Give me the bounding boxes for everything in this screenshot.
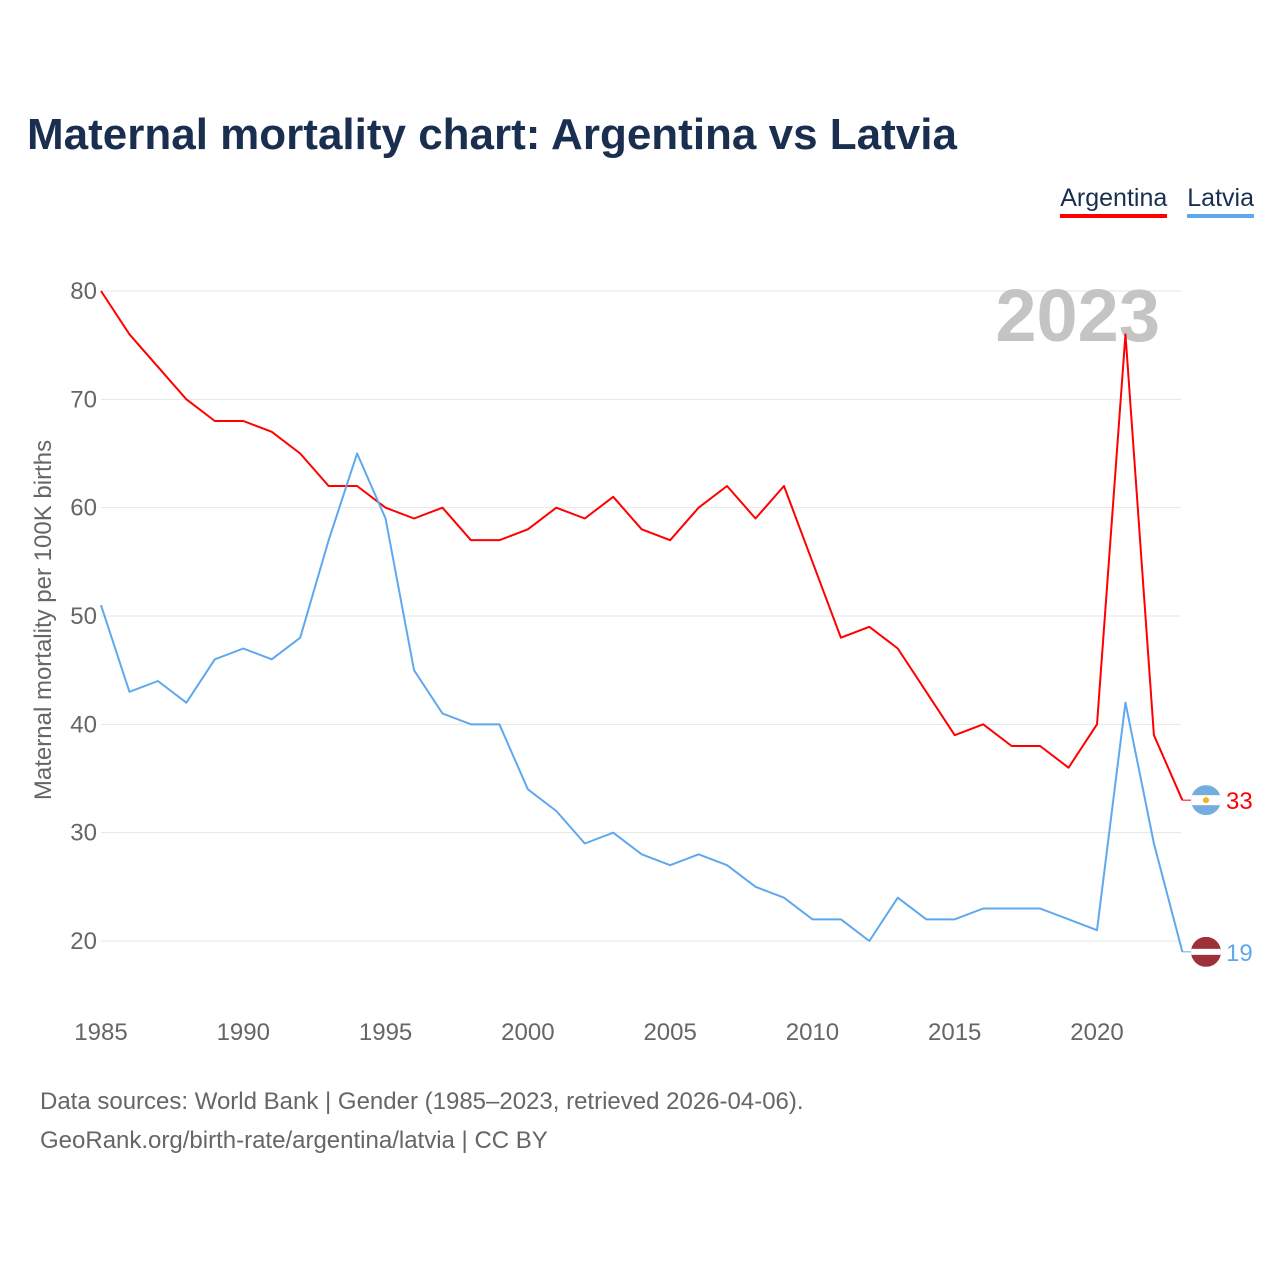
- end-value-label: 33: [1226, 788, 1253, 815]
- y-tick-label: 40: [70, 711, 97, 738]
- footer-sources: Data sources: World Bank | Gender (1985–…: [40, 1088, 804, 1115]
- y-axis-label: Maternal mortality per 100K births: [30, 440, 57, 800]
- x-tick-label: 1985: [74, 1019, 127, 1046]
- y-tick-label: 20: [70, 928, 97, 955]
- x-tick-label: 2020: [1070, 1019, 1123, 1046]
- argentina-flag-icon: [1191, 785, 1221, 816]
- y-tick-label: 30: [70, 820, 97, 847]
- legend-argentina[interactable]: Argentina: [1060, 184, 1168, 218]
- x-tick-label: 1990: [217, 1019, 270, 1046]
- end-value-label: 19: [1226, 940, 1253, 967]
- x-tick-label: 2015: [928, 1019, 981, 1046]
- legend-latvia[interactable]: Latvia: [1187, 184, 1254, 218]
- footer-url[interactable]: GeoRank.org/birth-rate/argentina/latvia …: [40, 1127, 548, 1154]
- x-tick-label: 1995: [359, 1019, 412, 1046]
- y-tick-label: 60: [70, 495, 97, 522]
- series-line-latvia[interactable]: [100, 452, 1184, 953]
- y-tick-label: 80: [70, 278, 97, 305]
- y-tick-label: 70: [70, 386, 97, 413]
- x-tick-label: 2005: [643, 1019, 696, 1046]
- x-tick-label: 2000: [501, 1019, 554, 1046]
- series-line-argentina[interactable]: [100, 290, 1184, 801]
- chart-title: Maternal mortality chart: Argentina vs L…: [27, 110, 957, 159]
- y-tick-label: 50: [70, 603, 97, 630]
- x-tick-label: 2010: [786, 1019, 839, 1046]
- year-watermark: 2023: [995, 274, 1160, 357]
- legend: Argentina Latvia: [1060, 184, 1254, 218]
- latvia-flag-icon: [1191, 936, 1221, 967]
